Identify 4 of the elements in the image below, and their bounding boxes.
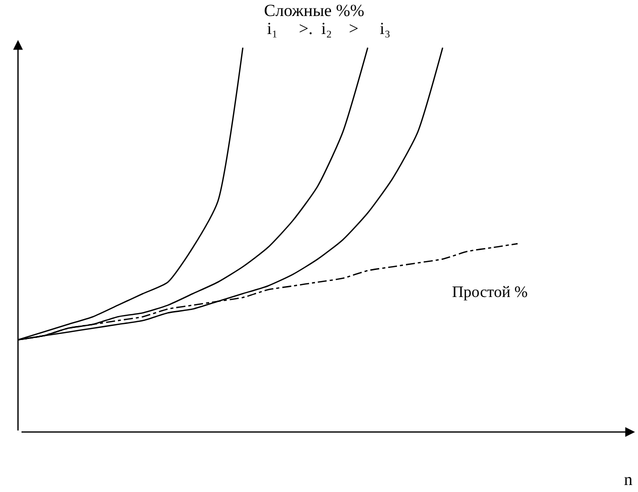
annotation: Простой %: [452, 284, 528, 301]
chart-title: Сложные %%: [264, 1, 364, 20]
chart-subtitle: i₁ >. i₂ > i₃: [267, 19, 390, 38]
x-axis-title: n: [624, 470, 633, 489]
